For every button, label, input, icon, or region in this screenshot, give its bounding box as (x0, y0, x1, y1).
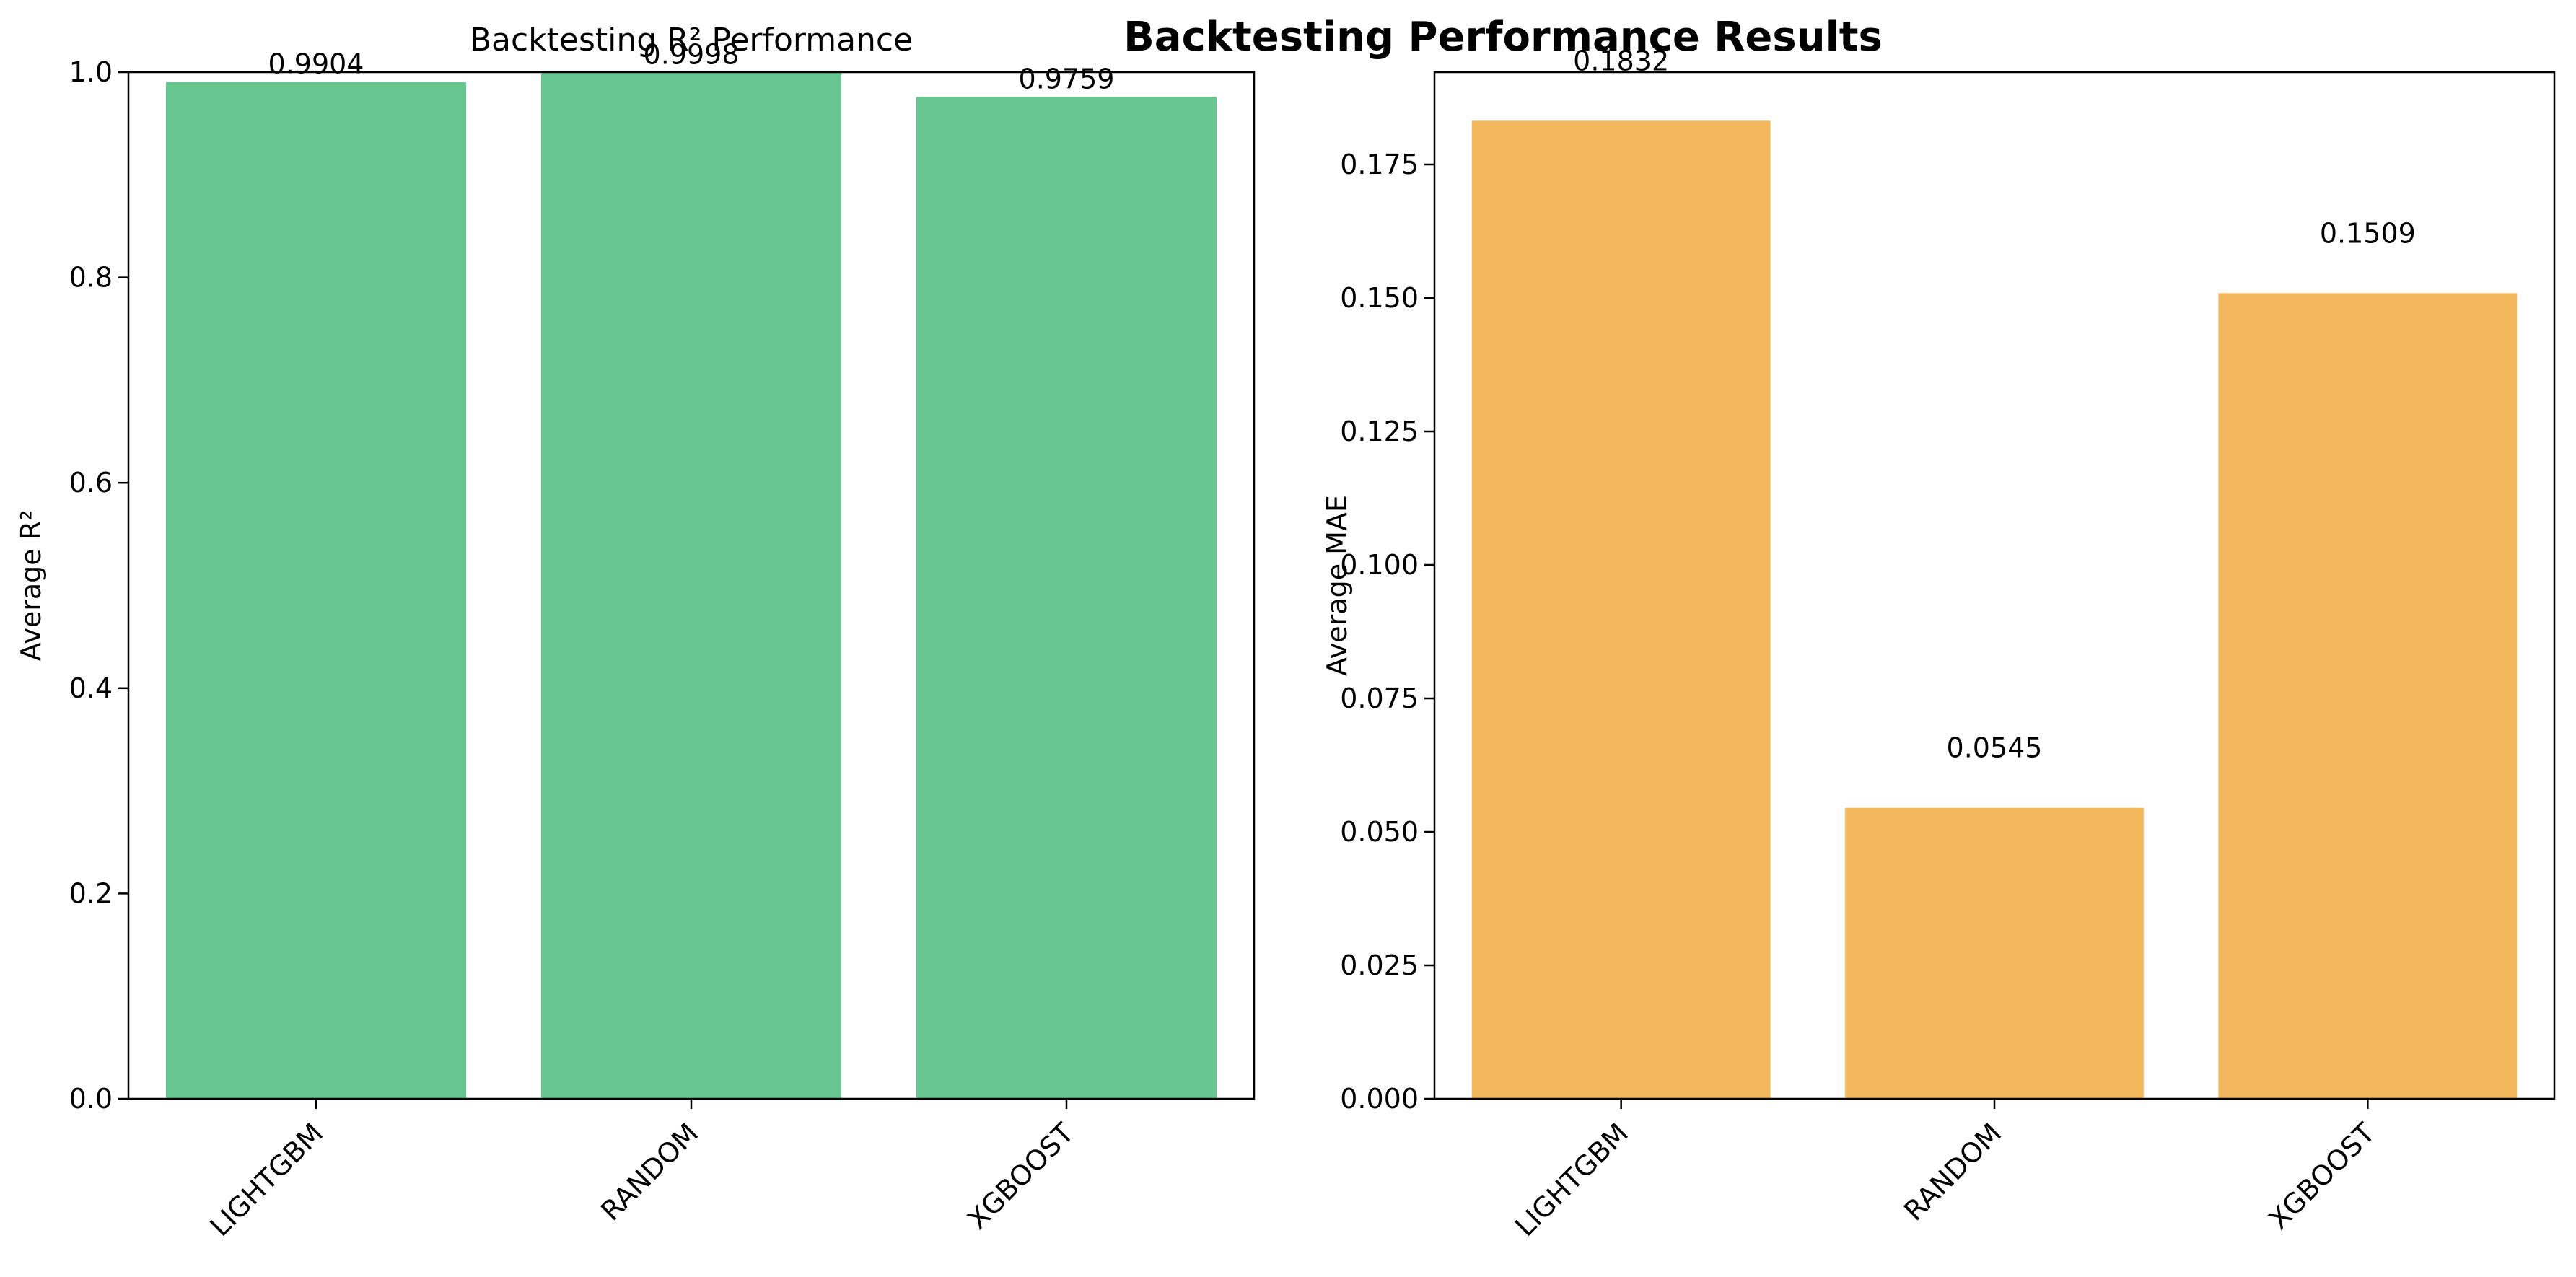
mae-y-axis-label: Average MAE (1321, 495, 1353, 676)
r2-y-tick-label: 0.0 (69, 1083, 113, 1115)
r2-y-tick-label: 0.2 (69, 877, 113, 909)
mae-value-label: 0.0545 (1947, 732, 2043, 764)
mae-value-label: 0.1509 (2320, 217, 2416, 249)
r2-value-label: 0.9759 (1019, 63, 1115, 95)
mae-y-tick-label: 0.150 (1340, 282, 1419, 314)
mae-bar-lightgbm (1471, 120, 1771, 1099)
mae-axes-frame (1433, 71, 2556, 1100)
mae-x-tick-label: LIGHTGBM (1509, 1117, 1634, 1242)
mae-y-tick-label: 0.175 (1340, 149, 1419, 180)
r2-bar-xgboost (916, 97, 1217, 1099)
mae-x-tick-label: XGBOOST (2263, 1117, 2382, 1236)
r2-y-axis-label: Average R² (15, 510, 47, 662)
mae-y-tick-label: 0.025 (1340, 949, 1419, 981)
mae-y-tick-label: 0.075 (1340, 683, 1419, 714)
r2-value-label: 0.9998 (644, 38, 740, 70)
r2-y-tick-label: 0.6 (69, 467, 113, 499)
mae-y-tick-label: 0.125 (1340, 416, 1419, 447)
r2-bar-lightgbm (166, 82, 466, 1100)
r2-x-tick-label: XGBOOST (961, 1117, 1080, 1236)
mae-y-tick-label: 0.050 (1340, 816, 1419, 848)
r2-value-label: 0.9904 (268, 48, 364, 80)
mae-y-tick-label: 0.000 (1340, 1083, 1419, 1115)
mae-y-tick-label: 0.100 (1340, 549, 1419, 581)
r2-y-tick-label: 1.0 (69, 56, 113, 88)
r2-x-tick-label: RANDOM (595, 1117, 704, 1226)
mae-chart-panel: 0.1832LIGHTGBM0.0545RANDOM0.1509XGBOOST0… (1321, 45, 2556, 1242)
mae-bar-random (1845, 807, 2144, 1099)
r2-y-tick-label: 0.4 (69, 672, 113, 704)
mae-x-tick-label: RANDOM (1898, 1117, 2007, 1226)
r2-y-tick-label: 0.8 (69, 262, 113, 294)
r2-x-tick-label: LIGHTGBM (203, 1117, 329, 1242)
r2-chart-panel: 0.9904 LIGHTGBM 0.9998 RANDOM 0.9759 XGBOOST 0… (15, 22, 1256, 1242)
r2-bar-random (541, 72, 841, 1100)
mae-bar-xgboost (2218, 293, 2518, 1099)
r2-chart-title: Backtesting R² Performance (470, 22, 913, 58)
r2-axes-frame (127, 71, 1256, 1100)
figure-title: Backtesting Performance Results (1123, 14, 1883, 61)
